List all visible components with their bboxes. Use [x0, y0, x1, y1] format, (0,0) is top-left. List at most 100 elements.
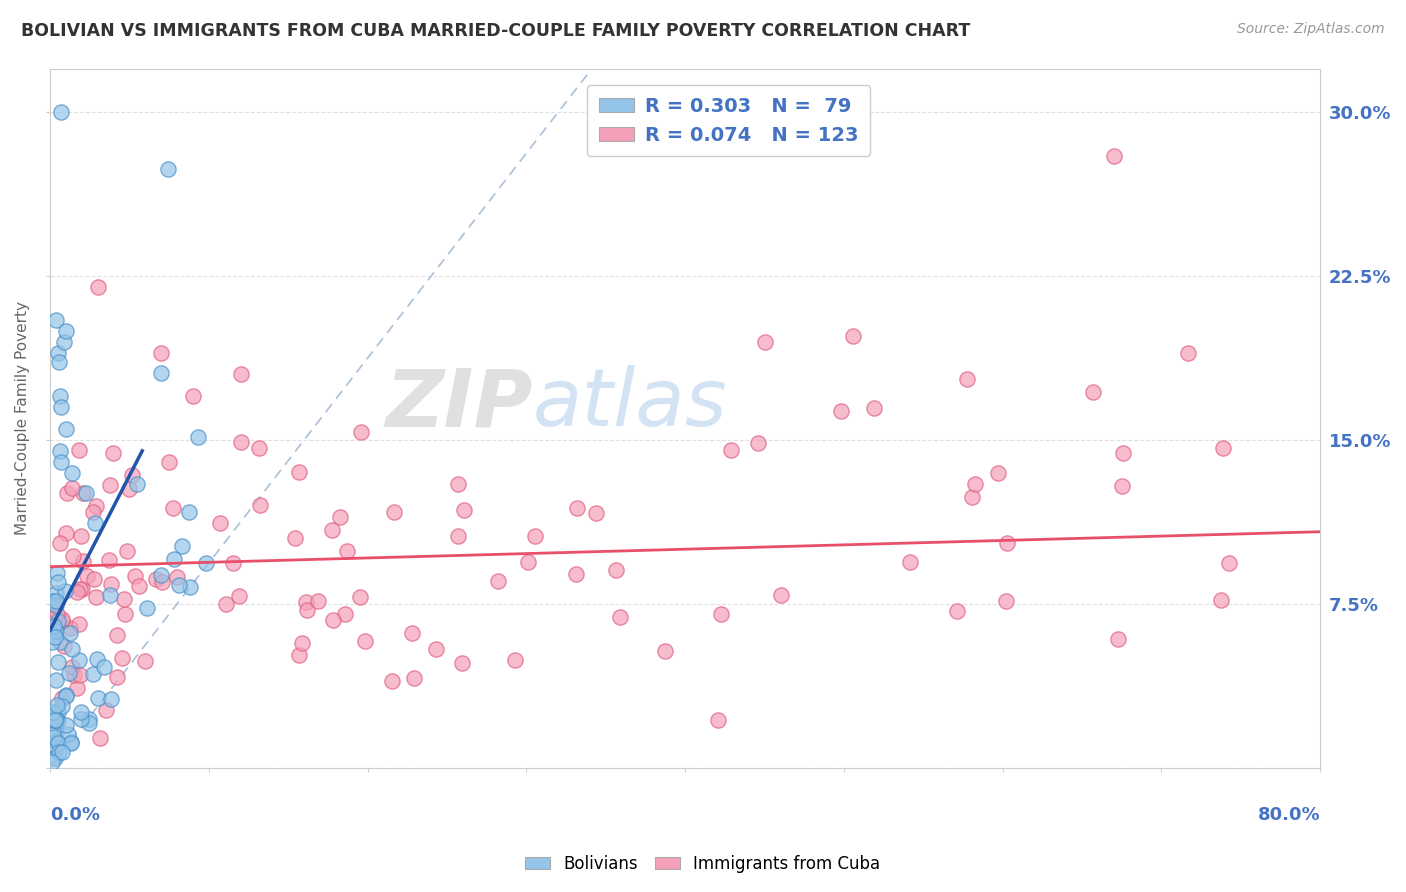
Point: [70, 529, 93, 543]
Point: [291, 635, 314, 649]
Point: [51, 105, 73, 120]
Point: [84, 516, 107, 530]
Point: [111, 651, 134, 665]
Point: [48, 443, 70, 458]
Point: [44, 714, 66, 728]
Point: [51, 745, 73, 759]
Point: [163, 552, 186, 566]
Point: [1211, 592, 1233, 607]
Point: [100, 577, 122, 591]
Point: [350, 425, 373, 439]
Point: [150, 574, 173, 589]
Point: [149, 568, 172, 582]
Point: [93, 660, 115, 674]
Point: [51, 614, 73, 628]
Point: [84, 500, 107, 514]
Point: [167, 578, 190, 592]
Point: [170, 539, 193, 553]
Point: [45, 734, 67, 748]
Point: [987, 467, 1010, 481]
Point: [46, 706, 69, 720]
Point: [451, 656, 474, 670]
Point: [381, 674, 404, 689]
Point: [284, 532, 307, 546]
Point: [425, 641, 447, 656]
Point: [51, 400, 73, 414]
Point: [76, 569, 98, 583]
Point: [247, 441, 270, 455]
Point: [72, 553, 94, 567]
Point: [336, 544, 359, 558]
Legend: Bolivians, Immigrants from Cuba: Bolivians, Immigrants from Cuba: [519, 848, 887, 880]
Point: [329, 510, 352, 524]
Point: [69, 582, 91, 597]
Point: [55, 526, 77, 541]
Point: [76, 486, 98, 500]
Point: [44, 751, 66, 765]
Point: [42, 624, 65, 639]
Point: [84, 590, 107, 604]
Point: [72, 485, 94, 500]
Point: [60, 659, 83, 673]
Point: [333, 607, 356, 622]
Point: [128, 578, 150, 592]
Point: [249, 498, 271, 512]
Text: 80.0%: 80.0%: [1257, 806, 1320, 824]
Point: [162, 500, 184, 515]
Point: [486, 574, 509, 588]
Point: [382, 505, 405, 519]
Point: [354, 633, 377, 648]
Point: [503, 653, 526, 667]
Point: [585, 506, 607, 520]
Point: [70, 582, 93, 597]
Point: [41, 597, 63, 611]
Point: [42, 593, 65, 607]
Point: [46, 566, 69, 580]
Point: [51, 698, 73, 713]
Point: [125, 477, 148, 491]
Point: [157, 161, 180, 176]
Point: [288, 465, 311, 479]
Point: [55, 690, 77, 704]
Point: [48, 635, 70, 649]
Point: [45, 585, 67, 599]
Point: [67, 653, 90, 667]
Point: [51, 690, 73, 705]
Point: [995, 594, 1018, 608]
Point: [53, 334, 76, 349]
Point: [229, 368, 252, 382]
Point: [87, 280, 110, 294]
Point: [44, 713, 66, 727]
Point: [523, 529, 546, 543]
Point: [149, 366, 172, 380]
Point: [295, 595, 318, 609]
Point: [42, 713, 65, 727]
Point: [136, 601, 159, 615]
Point: [77, 712, 100, 726]
Text: ZIP: ZIP: [385, 365, 533, 443]
Point: [46, 607, 69, 622]
Point: [48, 745, 70, 759]
Point: [44, 631, 66, 645]
Point: [48, 389, 70, 403]
Point: [898, 556, 921, 570]
Point: [46, 736, 69, 750]
Point: [41, 755, 63, 769]
Point: [69, 705, 91, 719]
Point: [48, 355, 70, 369]
Point: [55, 422, 77, 436]
Point: [770, 588, 793, 602]
Point: [105, 670, 128, 684]
Point: [63, 668, 86, 682]
Point: [830, 403, 852, 417]
Point: [1212, 441, 1234, 455]
Point: [83, 572, 105, 586]
Point: [1112, 446, 1135, 460]
Point: [55, 486, 77, 500]
Point: [94, 703, 117, 717]
Point: [609, 610, 631, 624]
Point: [103, 446, 125, 460]
Point: [707, 713, 730, 727]
Point: [89, 731, 111, 745]
Point: [49, 536, 72, 550]
